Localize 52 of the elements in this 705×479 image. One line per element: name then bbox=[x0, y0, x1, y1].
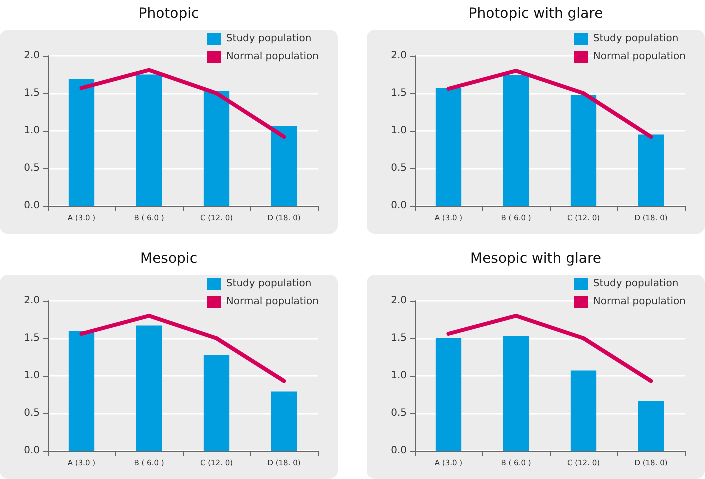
y-tick-label: 2.0 bbox=[24, 296, 40, 306]
y-tick-label: 1.5 bbox=[391, 88, 407, 99]
bar bbox=[271, 392, 298, 451]
y-tick-label: 0.5 bbox=[391, 163, 407, 174]
legend-label: Normal population bbox=[593, 296, 686, 308]
legend-label: Study population bbox=[226, 34, 312, 44]
legend-label: Normal population bbox=[593, 52, 686, 62]
chart-title: Photopic with glare bbox=[468, 6, 604, 22]
y-tick-label: 2.0 bbox=[391, 296, 407, 306]
chart-title: Mesopic bbox=[140, 251, 198, 267]
bar bbox=[136, 74, 162, 206]
y-tick-label: 1.0 bbox=[24, 126, 40, 136]
y-tick-label: 0.0 bbox=[24, 200, 40, 212]
bar bbox=[503, 336, 530, 451]
y-tick-label: 0.5 bbox=[391, 408, 407, 419]
y-tick-label: 1.5 bbox=[24, 333, 40, 344]
bar bbox=[638, 134, 664, 206]
legend-label: Study population bbox=[593, 34, 679, 44]
y-tick-label: 2.0 bbox=[24, 50, 40, 62]
y-tick-label: 1.0 bbox=[391, 126, 407, 136]
y-tick-label: 0.0 bbox=[391, 446, 407, 456]
line-series bbox=[446, 69, 654, 139]
y-tick-label: 1.0 bbox=[24, 370, 40, 382]
legend-label: Study population bbox=[593, 278, 679, 290]
bar bbox=[436, 88, 462, 206]
y-tick-label: 1.5 bbox=[391, 333, 407, 344]
bar bbox=[271, 126, 298, 206]
bar bbox=[570, 370, 597, 451]
legend-label: Normal population bbox=[226, 52, 320, 62]
bar bbox=[204, 355, 230, 451]
chart-title: Photopic bbox=[138, 6, 200, 22]
y-tick-label: 0.0 bbox=[391, 200, 407, 212]
bar bbox=[68, 79, 95, 206]
bar bbox=[436, 338, 462, 451]
line-series bbox=[80, 314, 286, 384]
bar bbox=[136, 326, 162, 451]
bar bbox=[204, 91, 230, 206]
y-tick-label: 0.0 bbox=[24, 446, 40, 456]
bar bbox=[68, 331, 95, 451]
y-tick-label: 0.5 bbox=[24, 408, 40, 419]
y-tick-label: 1.5 bbox=[24, 88, 40, 99]
bar bbox=[503, 76, 530, 206]
bar bbox=[570, 95, 597, 206]
y-tick-label: 2.0 bbox=[391, 50, 407, 62]
y-tick-label: 0.5 bbox=[24, 163, 40, 174]
legend-label: Study population bbox=[226, 278, 312, 290]
y-tick-label: 1.0 bbox=[391, 370, 407, 382]
bar bbox=[638, 402, 664, 451]
legend-label: Normal population bbox=[226, 296, 320, 308]
line-series bbox=[446, 314, 654, 384]
line-series bbox=[80, 68, 286, 139]
chart-title: Mesopic with glare bbox=[470, 251, 602, 267]
